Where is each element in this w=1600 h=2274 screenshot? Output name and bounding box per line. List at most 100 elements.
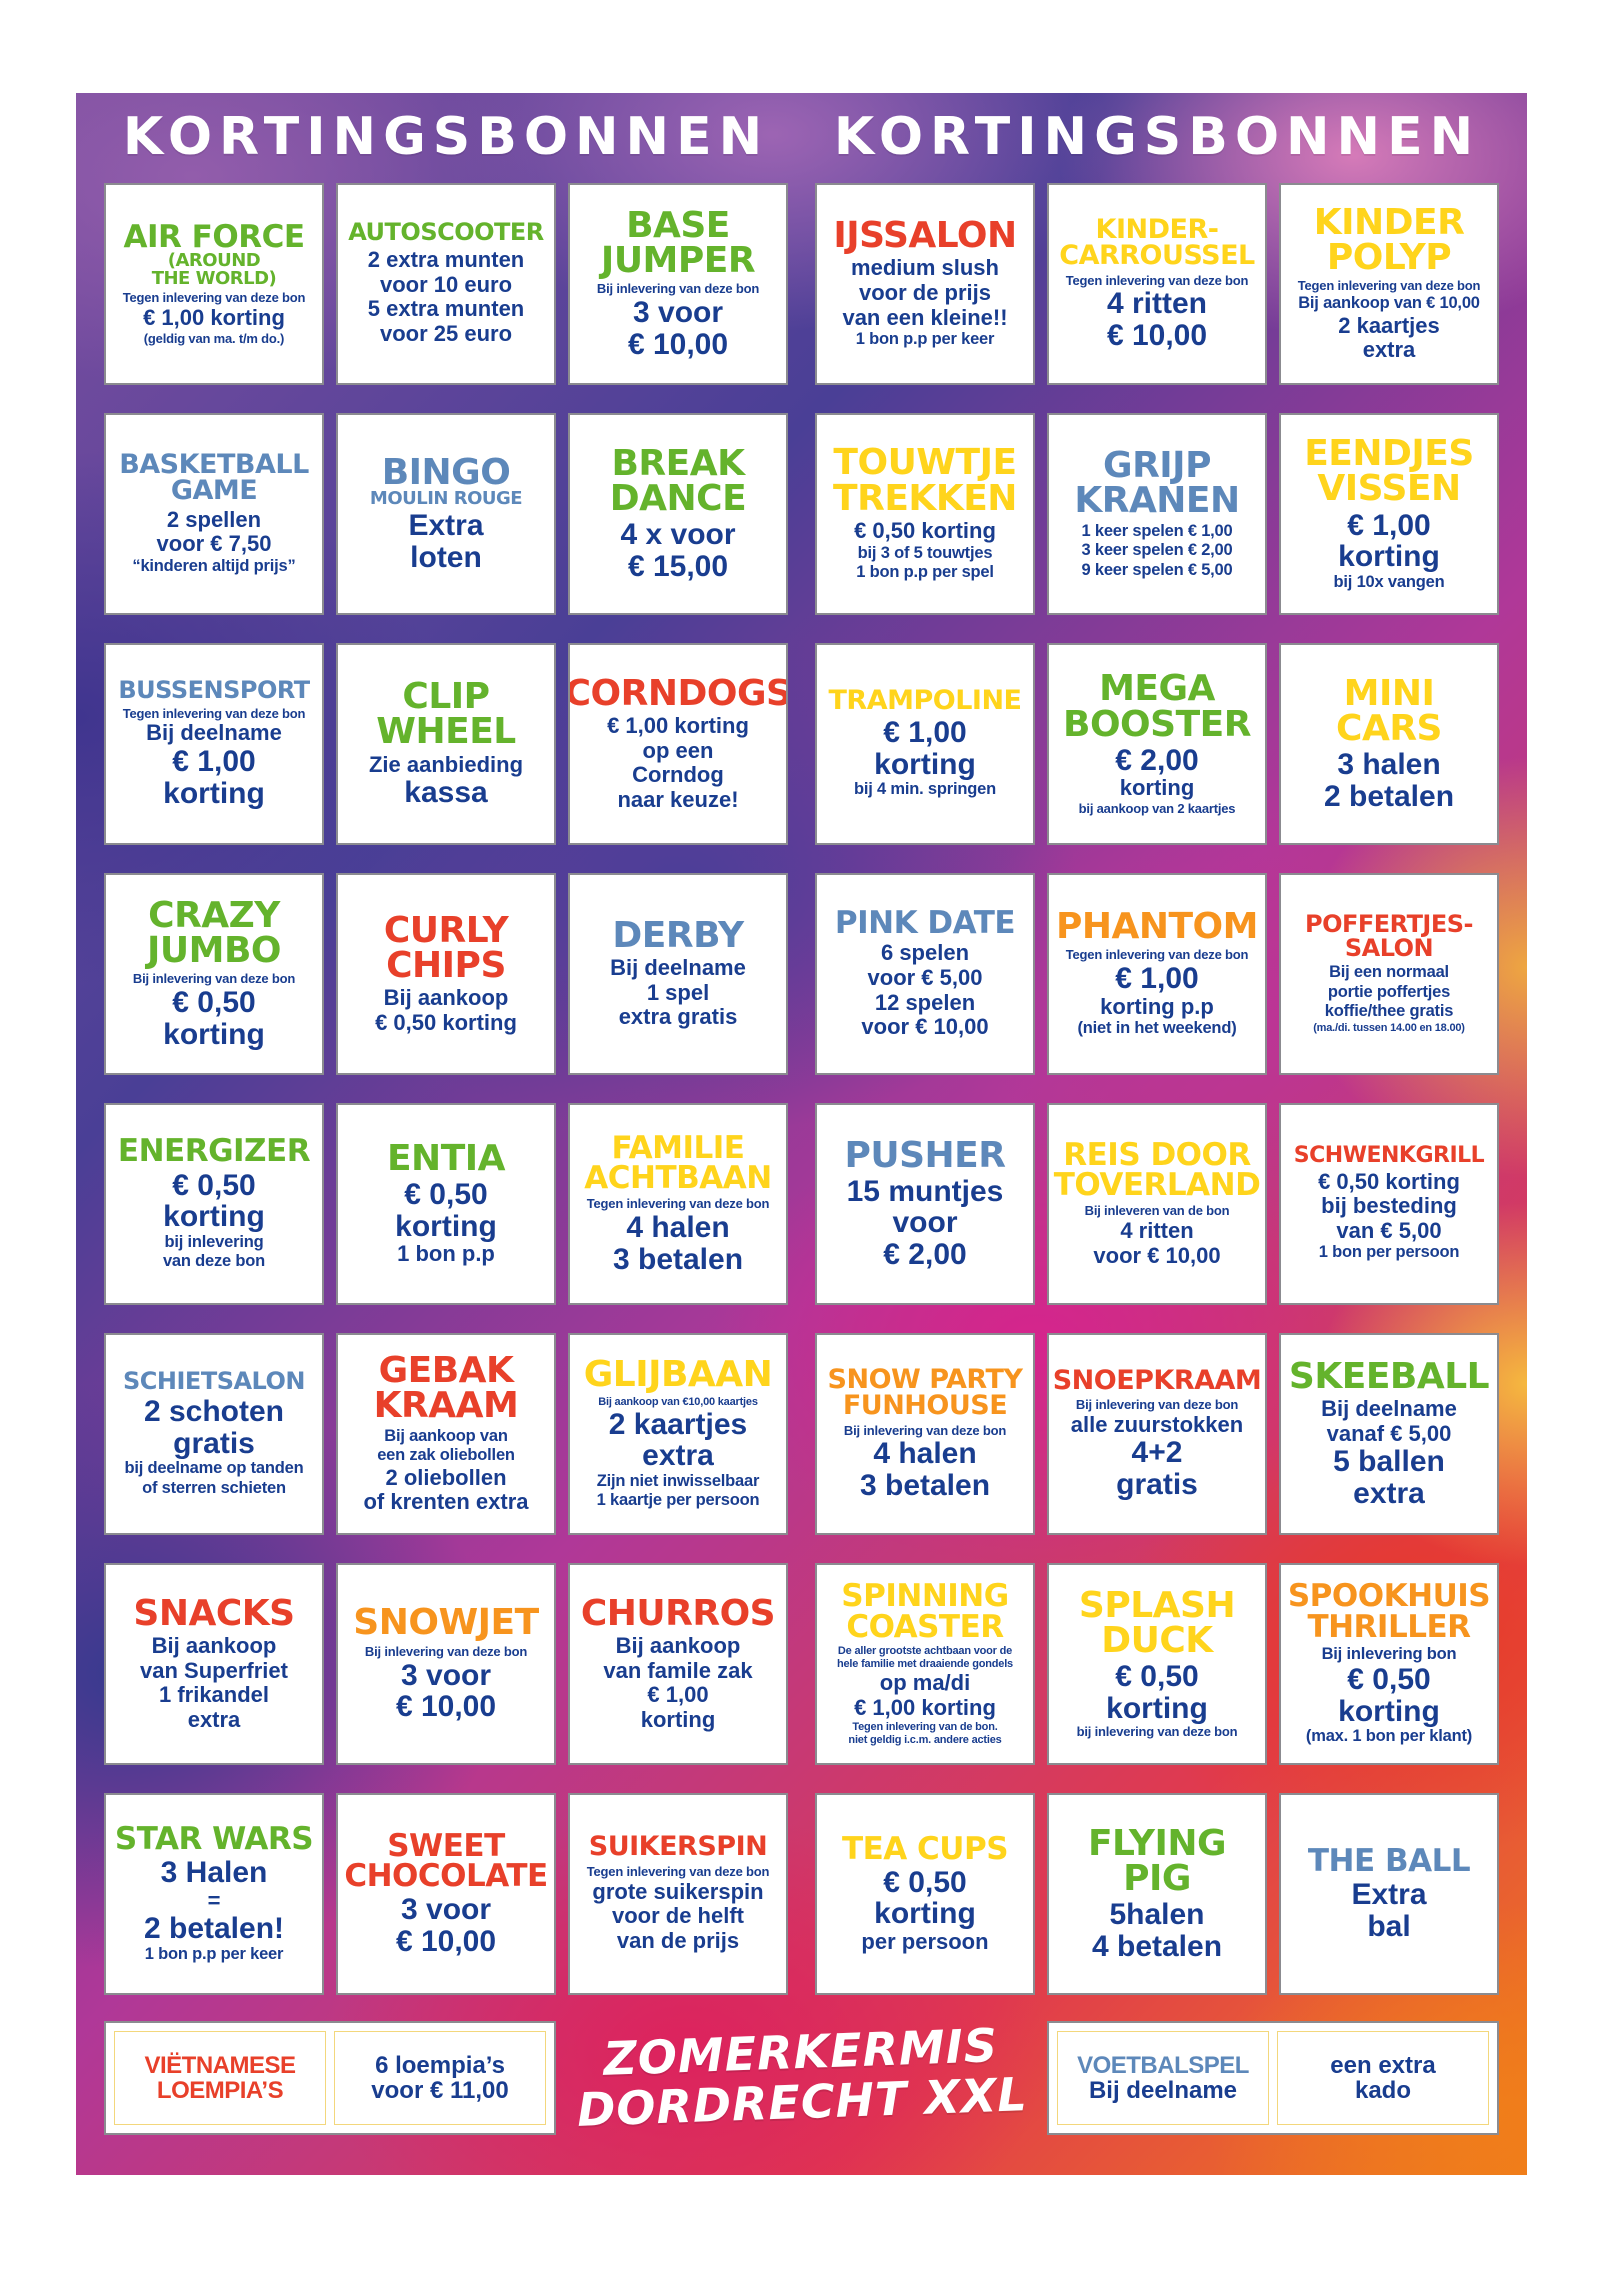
coupon-card-sweet-chocolate: SWEET CHOCOLATE 3 voor € 10,00: [336, 1793, 556, 1995]
coupon-title: PINK DATE: [835, 907, 1016, 938]
coupon-card-flying-pig: FLYING PIG 5halen 4 betalen: [1047, 1793, 1267, 1995]
coupon-text-line: bij 10x vangen: [1333, 572, 1445, 591]
coupon-title-line: TOUWTJE: [833, 442, 1017, 484]
coupon-title: TEA CUPS: [842, 1833, 1009, 1864]
coupon-text-line: Bij aankoop van: [384, 1426, 508, 1445]
coupon-title-line: COASTER: [846, 1608, 1004, 1645]
coupon-card-gebak-kraam: GEBAK KRAAM Bij aankoop van een zak oliebol…: [336, 1333, 556, 1535]
coupon-text-line: =: [207, 1887, 221, 1913]
coupon-title: CURLY CHIPS: [384, 912, 509, 986]
coupon-card-snow-party-funhouse: SNOW PARTY FUNHOUSE Bij inlevering van dez…: [815, 1333, 1035, 1535]
coupon-title: CRAZY JUMBO: [147, 897, 282, 969]
coupon-title-line: SALON: [1344, 933, 1434, 962]
coupon-text-line: 5halen: [1109, 1898, 1205, 1932]
coupon-text-line: van Superfriet: [140, 1657, 288, 1683]
coupon-text-line: Tegen inlevering van deze bon: [1065, 272, 1249, 288]
coupon-card-bingo-moulin-rouge: BINGO MOULIN ROUGE Extra loten: [336, 413, 556, 615]
coupon-title-line: THRILLER: [1307, 1608, 1471, 1645]
coupon-text-line: of krenten extra: [363, 1489, 529, 1515]
coupon-title: TRAMPOLINE: [828, 685, 1022, 717]
coupon-text-line: korting: [874, 747, 976, 781]
coupon-title-line: IJSSALON: [833, 215, 1017, 257]
coupon-card-kinder-polyp: KINDER POLYP Tegen inlevering van deze bon…: [1279, 183, 1499, 385]
coupon-text-line: € 0,50: [172, 986, 256, 1020]
coupon-title: SNOWJET: [353, 1605, 539, 1641]
coupon-text-line: 3 Halen: [160, 1856, 268, 1890]
coupon-text-line: vanaf € 5,00: [1326, 1420, 1452, 1446]
coupon-card-break-dance: BREAK DANCE 4 x voor € 15,00: [568, 413, 788, 615]
coupon-title: KINDER- CARROUSSEL: [1059, 213, 1255, 270]
coupon-text-line: korting: [1119, 775, 1195, 801]
coupon-text-line: € 1,00 korting: [143, 305, 285, 330]
coupon-title: GEBAK KRAAM: [374, 1353, 519, 1425]
coupon-title: SUIKERSPIN: [589, 1833, 768, 1860]
coupon-text-line: van deze bon: [162, 1252, 266, 1271]
loempia-name-box: VIËTNAMESE LOEMPIA’S: [114, 2031, 326, 2125]
coupon-text-line: Tegen inlevering van deze bon: [122, 705, 306, 721]
coupon-text-line: Bij aankoop: [383, 985, 509, 1011]
coupon-text-line: € 0,50: [1347, 1663, 1431, 1697]
coupon-title: EENDJES VISSEN: [1304, 435, 1474, 507]
coupon-text-line: per persoon: [861, 1928, 989, 1954]
coupon-text-line: 3 voor: [400, 1658, 492, 1692]
coupon-title-line: TRAMPOLINE: [828, 685, 1022, 717]
coupon-card-phantom: PHANTOM Tegen inlevering van deze bon € 1,…: [1047, 873, 1267, 1075]
coupon-title-line: ENTIA: [386, 1138, 506, 1180]
coupon-card-corndogs: CORNDOGS € 1,00 korting op een Corndog naar …: [568, 643, 788, 845]
coupon-grids: AIR FORCE (AROUND THE WORLD) Tegen inleveri…: [104, 183, 1499, 1995]
event-title: ZOMERKERMIS DORDRECHT XXL: [554, 2018, 1048, 2136]
coupon-title-line: PHANTOM: [1056, 906, 1259, 948]
coupon-text-line: voor 10 euro: [379, 271, 513, 297]
coupon-text-line: 4 betalen: [1091, 1929, 1223, 1963]
coupon-title-line: POFFERTJES-: [1304, 910, 1474, 939]
coupon-text-line: extra: [1353, 1476, 1425, 1510]
coupon-card-base-jumper: BASE JUMPER Bij inlevering van deze bon 3 v…: [568, 183, 788, 385]
coupon-text-line: bij 4 min. springen: [854, 780, 996, 799]
coupon-card-autoscooter: AUTOSCOOTER 2 extra munten voor 10 euro 5 e…: [336, 183, 556, 385]
coupon-text-line: 4 x voor: [620, 518, 736, 552]
coupon-text-line: loten: [410, 540, 482, 574]
coupon-text-line: Bij een normaal: [1329, 963, 1449, 982]
coupon-card-schwenkgrill: SCHWENKGRILL € 0,50 korting bij besteding v…: [1279, 1103, 1499, 1305]
coupon-text-line: VOETBALSPEL: [1077, 2051, 1249, 2079]
grid-spacer: [788, 183, 815, 1995]
coupon-title-line: GAME: [170, 475, 258, 507]
kermis-flyer: KORTINGSBONNEN KORTINGSBONNEN AIR FORCE(…: [76, 93, 1527, 2175]
coupon-title: GLIJBAAN: [584, 1357, 773, 1393]
coupon-title-line: SWEET: [387, 1827, 505, 1864]
coupon-title: FAMILIE ACHTBAAN: [584, 1129, 772, 1194]
coupon-text-line: op ma/di: [879, 1670, 971, 1696]
coupon-text-line: 1 bon p.p: [397, 1241, 495, 1267]
coupon-title: GRIJP KRANEN: [1074, 447, 1240, 519]
coupon-title-line: KINDER-: [1095, 213, 1219, 245]
coupon-title-line: BREAK: [611, 442, 745, 484]
coupon-text-line: 2 kaartjes: [1338, 312, 1440, 338]
coupon-title: REIS DOOR TOVERLAND: [1054, 1139, 1261, 1201]
coupon-text-line: € 0,50 korting: [375, 1009, 517, 1035]
coupon-title-line: JUMPER: [600, 240, 756, 282]
coupon-title-line: CHIPS: [386, 944, 506, 986]
coupon-title: SPINNING COASTER: [841, 1580, 1009, 1645]
coupon-text-line: van de prijs: [616, 1927, 740, 1953]
coupon-card-vietnamese-loempias: VIËTNAMESE LOEMPIA’S 6 loempia’s voor € 11…: [104, 2021, 556, 2135]
coupon-card-reis-door-toverland: REIS DOOR TOVERLAND Bij inleveren van de b…: [1047, 1103, 1267, 1305]
coupon-text-line: € 0,50: [404, 1178, 488, 1212]
coupon-title: ENERGIZER: [118, 1136, 311, 1167]
coupon-text-line: (niet in het weekend): [1077, 1019, 1237, 1038]
coupon-title-line: CHURROS: [580, 1592, 776, 1634]
coupon-title-line: MINI: [1343, 672, 1435, 714]
coupon-text-line: Bij deelname: [146, 720, 282, 746]
coupon-title-line: BASKETBALL: [119, 448, 309, 480]
coupon-title: AUTOSCOOTER: [348, 221, 544, 245]
coupon-text-line: € 10,00: [395, 1690, 497, 1724]
coupon-title-line: FAMILIE: [611, 1129, 745, 1166]
coupon-title-line: SNOW PARTY: [827, 1363, 1023, 1395]
coupon-text-line: Bij inlevering van deze bon: [132, 971, 296, 987]
coupon-text-line: VIËTNAMESE: [144, 2051, 296, 2079]
coupon-title: MEGA BOOSTER: [1063, 671, 1251, 743]
coupon-card-the-ball: THE BALL Extra bal: [1279, 1793, 1499, 1995]
coupon-text-line: 3 voor: [400, 1893, 492, 1927]
coupon-text-line: 1 keer spelen € 1,00: [1081, 521, 1233, 540]
coupon-text-line: € 1,00: [647, 1682, 709, 1708]
coupon-text-line: 2 schoten: [143, 1395, 285, 1429]
